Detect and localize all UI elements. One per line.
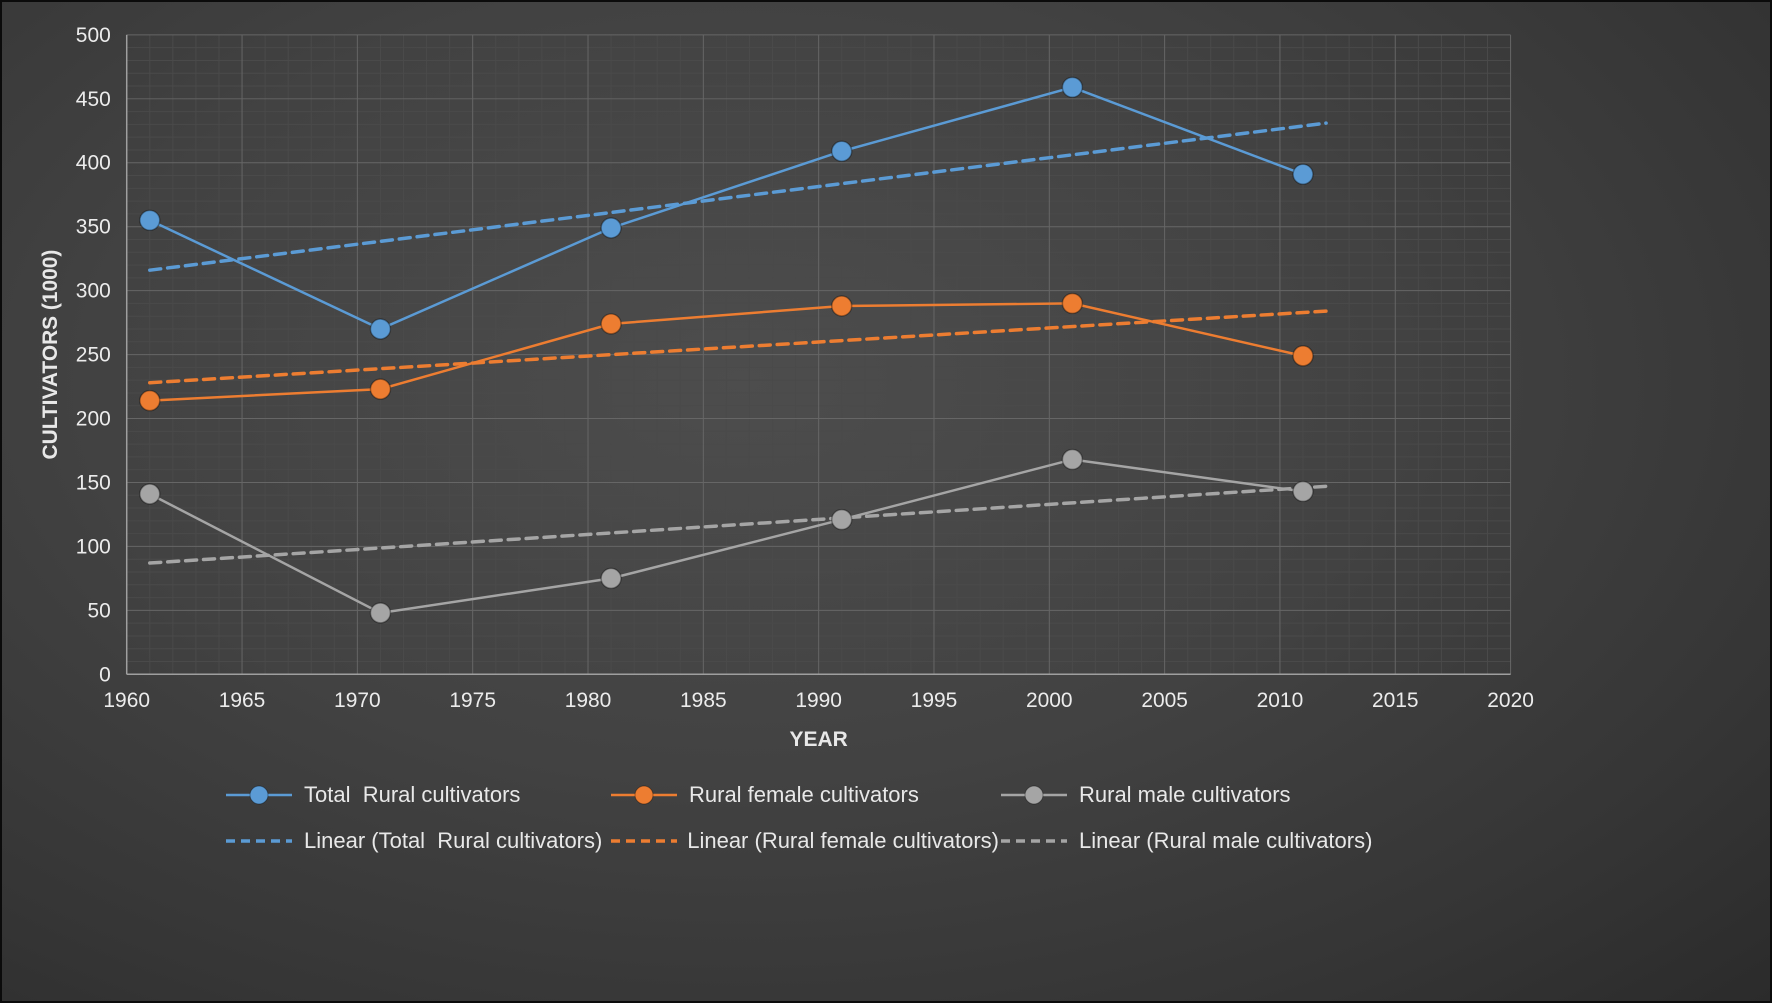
legend-dashed-line-swatch bbox=[1001, 839, 1067, 843]
data-marker bbox=[369, 602, 392, 624]
x-tick-label: 1980 bbox=[565, 689, 612, 712]
legend-label: Linear (Rural female cultivators) bbox=[687, 828, 999, 853]
legend-label: Linear (Rural male cultivators) bbox=[1079, 828, 1373, 853]
data-marker bbox=[600, 217, 622, 239]
data-marker bbox=[139, 483, 161, 505]
legend-line-marker-swatch bbox=[1001, 785, 1067, 805]
y-tick-label: 450 bbox=[76, 88, 111, 111]
legend-dashed-line-swatch bbox=[226, 839, 292, 843]
data-marker bbox=[1061, 448, 1084, 471]
data-marker bbox=[1292, 480, 1314, 503]
y-tick-label: 500 bbox=[76, 24, 111, 47]
major-gridlines bbox=[126, 34, 1512, 675]
legend-item-trend-1: Linear (Rural female cultivators) bbox=[609, 826, 999, 856]
series-line-1 bbox=[149, 302, 1304, 402]
y-tick-label: 350 bbox=[76, 216, 111, 239]
x-tick-label: 2000 bbox=[1026, 689, 1073, 712]
legend-label: Linear (Total Rural cultivators) bbox=[304, 828, 603, 853]
data-marker bbox=[369, 318, 392, 340]
x-axis-title: YEAR bbox=[790, 728, 848, 751]
legend-item-series-0: Total Rural cultivators bbox=[224, 780, 609, 810]
data-marker bbox=[830, 140, 853, 162]
legend-dashed-line-swatch bbox=[611, 839, 677, 843]
x-tick-label: 1960 bbox=[103, 689, 150, 712]
legend-label: Total Rural cultivators bbox=[304, 782, 521, 807]
legend-item-series-1: Rural female cultivators bbox=[609, 780, 999, 810]
data-marker bbox=[1061, 292, 1084, 315]
y-tick-label: 200 bbox=[76, 408, 111, 431]
data-marker bbox=[139, 389, 161, 412]
data-marker bbox=[830, 295, 853, 317]
series-line-2 bbox=[149, 458, 1304, 615]
chart-legend: Total Rural cultivators Rural female cult… bbox=[2, 780, 1770, 856]
x-tick-labels: 1960 1965 1970 1975 1980 1985 1990 1995 2000 2005… bbox=[103, 689, 1533, 712]
data-marker bbox=[139, 209, 161, 232]
data-marker bbox=[830, 508, 853, 531]
x-tick-label: 1970 bbox=[334, 689, 381, 712]
data-marker bbox=[1292, 163, 1314, 185]
series-line-0 bbox=[149, 85, 1304, 331]
legend-item-trend-0: Linear (Total Rural cultivators) bbox=[224, 826, 609, 856]
y-tick-label: 400 bbox=[76, 152, 111, 175]
y-axis-title: CULTIVATORS (1000) bbox=[39, 250, 62, 460]
trendline-1 bbox=[148, 309, 1328, 385]
x-tick-label: 2020 bbox=[1487, 689, 1534, 712]
y-tick-label: 300 bbox=[76, 280, 111, 303]
data-marker bbox=[600, 567, 622, 590]
x-tick-label: 1985 bbox=[680, 689, 727, 712]
x-tick-label: 2015 bbox=[1372, 689, 1419, 712]
y-tick-label: 100 bbox=[76, 535, 111, 558]
data-marker bbox=[1292, 345, 1314, 367]
x-tick-label: 1965 bbox=[219, 689, 266, 712]
data-marker bbox=[369, 378, 392, 400]
trendline-2 bbox=[148, 484, 1328, 565]
x-tick-label: 2010 bbox=[1257, 689, 1304, 712]
trendline-0 bbox=[148, 121, 1328, 272]
legend-item-trend-2: Linear (Rural male cultivators) bbox=[999, 826, 1372, 856]
legend-line-marker-swatch bbox=[226, 785, 292, 805]
legend-label: Rural male cultivators bbox=[1079, 782, 1291, 807]
data-marker bbox=[1061, 76, 1084, 99]
x-tick-label: 1990 bbox=[795, 689, 842, 712]
legend-label: Rural female cultivators bbox=[689, 782, 919, 807]
x-tick-label: 1995 bbox=[911, 689, 958, 712]
legend-line-marker-swatch bbox=[611, 785, 677, 805]
legend-item-series-2: Rural male cultivators bbox=[999, 780, 1372, 810]
y-tick-label: 50 bbox=[87, 599, 110, 622]
data-marker bbox=[600, 313, 622, 335]
x-tick-label: 1975 bbox=[449, 689, 496, 712]
y-tick-label: 150 bbox=[76, 471, 111, 494]
y-tick-label: 0 bbox=[99, 663, 111, 686]
x-tick-label: 2005 bbox=[1141, 689, 1188, 712]
y-tick-labels: 0 50 100 150 200 250 300 350 400 450 500 bbox=[76, 24, 111, 686]
y-tick-label: 250 bbox=[76, 344, 111, 367]
